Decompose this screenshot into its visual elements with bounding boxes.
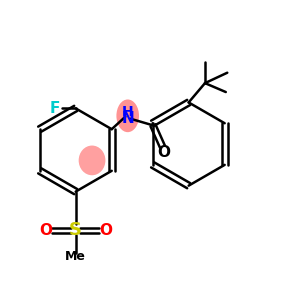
Text: O: O: [39, 223, 52, 238]
Text: F: F: [50, 101, 60, 116]
Text: S: S: [69, 221, 82, 239]
Text: O: O: [158, 145, 170, 160]
Text: H: H: [122, 105, 134, 119]
Text: Me: Me: [65, 250, 86, 263]
Text: O: O: [100, 223, 112, 238]
Ellipse shape: [116, 100, 139, 132]
Text: N: N: [121, 111, 134, 126]
Ellipse shape: [79, 146, 105, 175]
